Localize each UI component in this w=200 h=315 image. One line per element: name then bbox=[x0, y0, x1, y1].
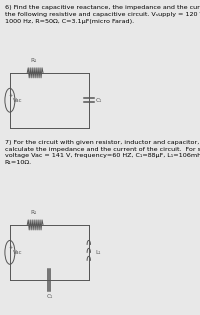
Text: +: + bbox=[8, 245, 12, 250]
Text: R₁: R₁ bbox=[31, 58, 37, 63]
Text: 6) Find the capacitive reactance, the impedance and the current of
the following: 6) Find the capacitive reactance, the im… bbox=[5, 5, 200, 24]
Text: Vac: Vac bbox=[13, 98, 22, 103]
Text: Vac: Vac bbox=[13, 250, 22, 255]
Text: C₁: C₁ bbox=[95, 98, 102, 103]
Text: L₁: L₁ bbox=[95, 250, 101, 255]
Text: +: + bbox=[8, 93, 12, 98]
Text: 7) For the circuit with given resistor, inductor and capacitor,
calculate the im: 7) For the circuit with given resistor, … bbox=[5, 140, 200, 165]
Text: R₁: R₁ bbox=[31, 210, 37, 215]
Text: C₁: C₁ bbox=[46, 294, 53, 299]
